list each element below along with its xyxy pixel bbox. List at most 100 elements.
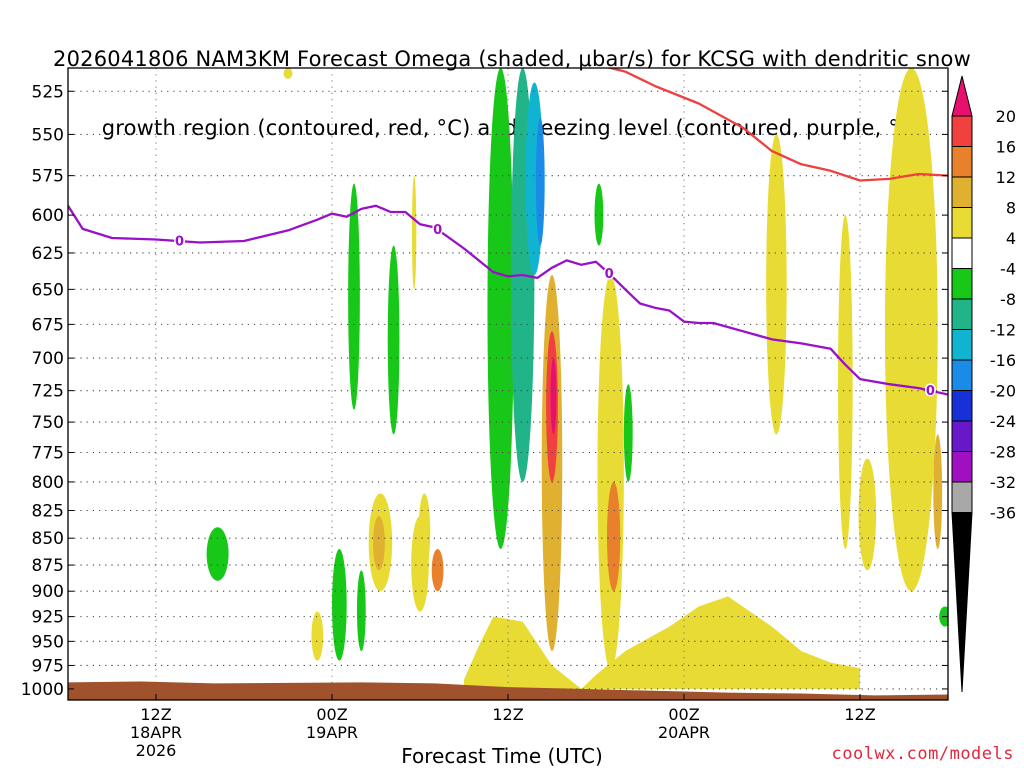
omega-cell: [418, 493, 431, 571]
omega-cell: [206, 527, 229, 581]
omega-shading: [206, 68, 948, 689]
omega-cell: [311, 611, 324, 661]
colorbar-label: -36: [990, 504, 1016, 523]
colorbar-segment: [951, 481, 973, 513]
colorbar-label: -32: [990, 473, 1016, 492]
x-tick-label: 00Z: [316, 705, 347, 724]
contours: 0 0 0 0: [68, 68, 948, 401]
y-tick-label: 725: [32, 382, 64, 402]
omega-cell: [607, 481, 621, 592]
x-tick-label: 18APR: [130, 723, 182, 742]
y-tick-label: 875: [32, 556, 64, 576]
colorbar-bottom-arrow: [951, 512, 973, 693]
omega-cell: [348, 183, 360, 410]
omega-cell: [550, 358, 557, 435]
omega-cell: [884, 68, 938, 592]
x-tick-label: 12Z: [844, 705, 875, 724]
y-axis: 525 550 575 600 625 650 675 700 725 750 775 800 825 8…: [21, 82, 948, 700]
omega-cell: [858, 458, 877, 571]
y-tick-label: 550: [32, 125, 64, 145]
y-tick-label: 525: [32, 82, 64, 102]
colorbar-segment: [951, 359, 973, 391]
omega-cell: [373, 516, 385, 571]
y-tick-label: 800: [32, 473, 64, 493]
colorbar-label: 12: [996, 168, 1016, 187]
omega-cell: [411, 175, 417, 290]
omega-cell: [356, 570, 366, 652]
omega-cell: [431, 549, 444, 592]
y-tick-label: 975: [32, 656, 64, 676]
y-tick-label: 825: [32, 501, 64, 521]
contour-label: 0: [175, 235, 184, 250]
y-tick-label: 925: [32, 608, 64, 628]
terrain-shading: [68, 681, 948, 700]
chart-title-line2: growth region (contoured, red, °C) and f…: [101, 116, 923, 140]
colorbar-label: -24: [990, 412, 1016, 431]
omega-cell: [594, 183, 604, 246]
omega-cell: [487, 68, 514, 550]
credit-text: coolwx.com/models: [831, 744, 1014, 764]
y-tick-label: 600: [32, 206, 64, 226]
colorbar-label: 4: [1006, 229, 1016, 248]
colorbar-label: -20: [990, 382, 1016, 401]
colorbar-top-arrow: [951, 75, 973, 117]
omega-cell: [838, 215, 853, 550]
x-tick-label: 12Z: [492, 705, 523, 724]
contour-label: 0: [433, 223, 442, 238]
y-tick-label: 900: [32, 582, 64, 602]
terrain-area: [68, 681, 948, 700]
colorbar-segment: [951, 298, 973, 330]
colorbar-label: -4: [1000, 260, 1016, 279]
y-tick-label: 850: [32, 529, 64, 549]
x-tick-label: 20APR: [658, 723, 710, 742]
colorbar-label: -28: [990, 443, 1016, 462]
colorbar-segment: [951, 207, 973, 239]
dendritic-growth-line: [605, 68, 948, 182]
y-tick-label: 775: [32, 444, 64, 464]
omega-cell: [332, 549, 347, 661]
colorbar-label: -12: [990, 321, 1016, 340]
colorbar-label: -8: [1000, 290, 1016, 309]
colorbar-segment: [951, 390, 973, 422]
freezing-level-line: [68, 204, 948, 396]
colorbar-label: -16: [990, 351, 1016, 370]
y-tick-label: 700: [32, 349, 64, 369]
colorbar-label: 8: [1006, 199, 1016, 218]
omega-cell: [283, 68, 293, 79]
colorbar-segment: [951, 451, 973, 483]
colorbar-segment: [951, 237, 973, 269]
omega-area: [464, 596, 860, 689]
colorbar-segment: [951, 176, 973, 208]
x-tick-label: 19APR: [306, 723, 358, 742]
x-axis-title-text: Forecast Time (UTC): [401, 744, 603, 768]
y-tick-label: 1000: [21, 680, 64, 700]
x-axis-title: Forecast Time (UTC): [0, 744, 1024, 768]
omega-cell: [933, 434, 943, 550]
colorbar-segment: [951, 329, 973, 361]
chart-title-line1: 2026041806 NAM3KM Forecast Omega (shaded…: [53, 47, 971, 71]
y-tick-label: 675: [32, 315, 64, 335]
y-tick-label: 750: [32, 413, 64, 433]
omega-cell: [387, 245, 400, 435]
colorbar-segment: [951, 115, 973, 147]
y-tick-label: 650: [32, 280, 64, 300]
omega-cell: [535, 117, 545, 246]
chart-title: 2026041806 NAM3KM Forecast Omega (shaded…: [0, 2, 1024, 163]
x-tick-label: 12Z: [140, 705, 171, 724]
x-tick-label: 00Z: [668, 705, 699, 724]
omega-cell: [623, 384, 633, 482]
y-tick-label: 575: [32, 167, 64, 187]
colorbar: 20 16 12 8 4 -4 -8 -12 -16 -20 -24 -28 -32 -36: [951, 75, 1016, 693]
y-tick-label: 625: [32, 244, 64, 264]
colorbar-label: 20: [996, 107, 1016, 126]
x-tick-label: 2026: [136, 741, 177, 760]
colorbar-segment: [951, 146, 973, 178]
contour-label: 0: [926, 384, 935, 399]
y-tick-label: 950: [32, 632, 64, 652]
colorbar-segment: [951, 268, 973, 300]
contour-label: 0: [605, 267, 614, 282]
colorbar-label: 16: [996, 138, 1016, 157]
colorbar-segment: [951, 420, 973, 452]
